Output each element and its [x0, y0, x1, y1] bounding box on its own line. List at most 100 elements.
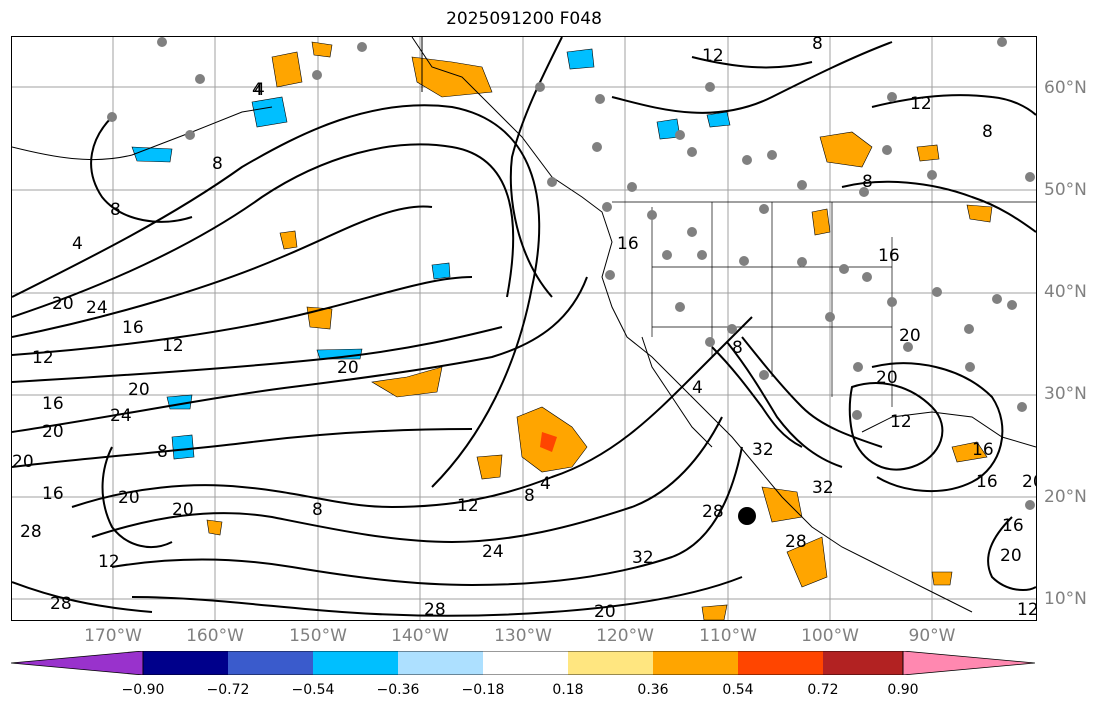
contour-label: 20 — [118, 488, 140, 508]
contour-label: 28 — [424, 600, 446, 620]
lon-label: 150°W — [289, 626, 347, 646]
contour-label: 12 — [162, 336, 184, 356]
contour-label: 28 — [702, 502, 724, 522]
colorbar-segment — [313, 651, 398, 675]
colorbar-tick-label: 0.72 — [807, 682, 839, 698]
contour-label: 16 — [972, 440, 994, 460]
colorbar-segment — [823, 651, 903, 675]
contour-label: 16 — [976, 472, 998, 492]
contour-label: 32 — [812, 478, 834, 498]
colorbar-tick-label: 0.36 — [637, 682, 669, 698]
borders — [612, 201, 1036, 407]
colorbar-tick-label: −0.54 — [291, 682, 335, 698]
map-title: 2025091200 F048 — [446, 9, 602, 29]
contour-label: 8 — [312, 500, 323, 520]
contour-label: 8 — [524, 486, 535, 506]
contour-label: 32 — [752, 440, 774, 460]
colorbar-segment — [902, 651, 1035, 675]
contour-label: 16 — [878, 246, 900, 266]
contour-label: 16 — [42, 394, 64, 414]
lon-label: 100°W — [801, 626, 859, 646]
map-canvas: 12 12 8 4 4 8 8 8 8 16 16 16 20 20 20 20… — [12, 37, 1036, 620]
contour-label: 12 — [32, 348, 54, 368]
shaded-field — [131, 41, 993, 620]
colorbar-tick-label: −0.18 — [461, 682, 505, 698]
contour-label: 28 — [785, 532, 807, 552]
contour-label: 4 — [252, 80, 263, 100]
contour-label: 4 — [540, 474, 551, 494]
colorbar-segment — [568, 651, 653, 675]
contour-label: 12 — [910, 94, 932, 114]
station-marker-dot — [738, 507, 756, 525]
contour-label: 4 — [254, 80, 265, 100]
contour-label: 8 — [110, 200, 121, 220]
lon-label: 130°W — [494, 626, 552, 646]
colorbar-tick-label: −0.36 — [376, 682, 420, 698]
graticule — [12, 37, 1036, 620]
lon-label: 140°W — [391, 626, 449, 646]
contour-label: 24 — [86, 298, 108, 318]
contour-label: 24 — [482, 542, 504, 562]
colorbar-tick-label: −0.72 — [206, 682, 250, 698]
colorbar-segment — [228, 651, 313, 675]
contour-label: 8 — [732, 338, 743, 358]
contour-label: 20 — [1000, 546, 1022, 566]
contour-label: 8 — [812, 37, 823, 54]
lon-label: 170°W — [84, 626, 142, 646]
lon-label: 120°W — [596, 626, 654, 646]
contour-label: 8 — [212, 154, 223, 174]
contours — [12, 37, 1036, 617]
contour-label: 20 — [42, 422, 64, 442]
colorbar-segment — [398, 651, 483, 675]
contour-label: 12 — [890, 412, 912, 432]
colorbar — [11, 651, 1035, 675]
contour-label: 4 — [72, 234, 83, 254]
contour-label: 16 — [1002, 516, 1024, 536]
contour-label: 16 — [122, 318, 144, 338]
map-panel: 12 12 8 4 4 8 8 8 8 16 16 16 20 20 20 20… — [11, 36, 1037, 621]
contour-label: 28 — [50, 594, 72, 614]
contour-label: 8 — [862, 172, 873, 192]
contour-label: 12 — [1017, 600, 1036, 620]
contour-label: 16 — [42, 484, 64, 504]
colorbar-tick-label: 0.90 — [887, 682, 919, 698]
colorbar-segment — [653, 651, 738, 675]
lat-label: 60°N — [1044, 78, 1087, 98]
contour-label: 24 — [110, 406, 132, 426]
lat-label: 20°N — [1044, 487, 1087, 507]
colorbar-segment — [738, 651, 823, 675]
colorbar-segment — [11, 651, 144, 675]
colorbar-segment — [483, 651, 568, 675]
contour-label: 20 — [899, 326, 921, 346]
colorbar-tick-label: 0.18 — [552, 682, 584, 698]
contour-label: 32 — [632, 548, 654, 568]
contour-label: 8 — [157, 442, 168, 462]
lat-label: 50°N — [1044, 180, 1087, 200]
lat-label: 10°N — [1044, 589, 1087, 609]
colorbar-tick-label: −0.90 — [121, 682, 165, 698]
lon-label: 90°W — [908, 626, 956, 646]
contour-label: 20 — [52, 294, 74, 314]
contour-label: 12 — [702, 46, 724, 66]
contour-label: 20 — [128, 380, 150, 400]
contour-label: 20 — [172, 500, 194, 520]
contour-label: 12 — [98, 552, 120, 572]
contour-label: 20 — [594, 602, 616, 620]
lon-label: 110°W — [699, 626, 757, 646]
lat-label: 40°N — [1044, 282, 1087, 302]
station-dots — [107, 37, 1035, 510]
contour-label: 4 — [692, 378, 703, 398]
contour-label: 16 — [617, 234, 639, 254]
contour-label: 20 — [12, 452, 34, 472]
contour-label: 8 — [982, 122, 993, 142]
lon-label: 160°W — [186, 626, 244, 646]
contour-label: 20 — [876, 368, 898, 388]
contour-labels: 12 12 8 4 4 8 8 8 8 16 16 16 20 20 20 20… — [12, 37, 1036, 620]
contour-label: 12 — [457, 496, 479, 516]
contour-label: 20 — [337, 358, 359, 378]
contour-label: 28 — [20, 522, 42, 542]
colorbar-segment — [143, 651, 228, 675]
contour-label: 20 — [1022, 472, 1036, 492]
lat-label: 30°N — [1044, 384, 1087, 404]
colorbar-tick-label: 0.54 — [722, 682, 754, 698]
